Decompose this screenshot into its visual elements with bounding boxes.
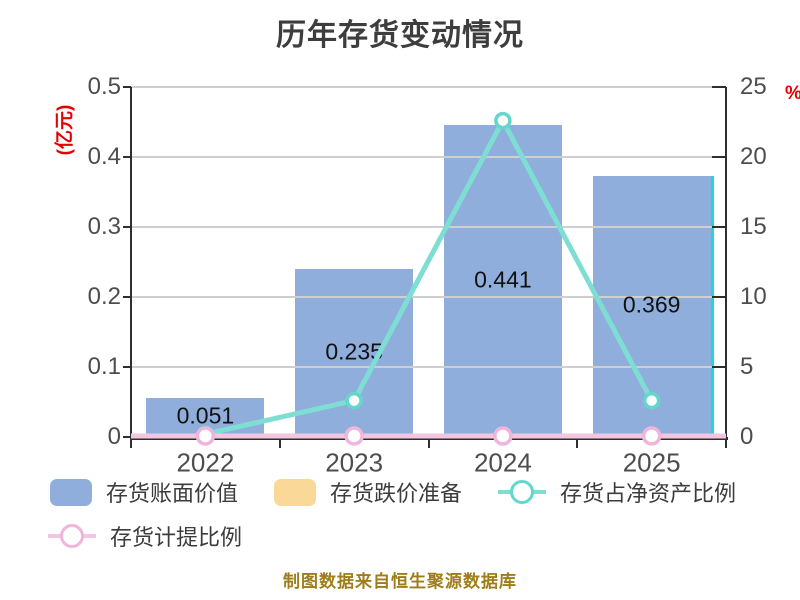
gridline [131,156,726,158]
left-axis-tick-label: 0.5 [87,73,121,100]
legend-label: 存货账面价值 [106,481,239,506]
left-axis-tick-label: 0.4 [87,143,121,170]
right-axis-tick-label: 20 [740,143,767,170]
right-axis-tick-label: 10 [740,283,767,310]
left-axis-tick-label: 0.1 [87,353,121,380]
gridline [131,226,726,228]
plot-area: 0.051 0.235 0.441 0.369 [130,86,728,446]
x-axis-label-2022: 2022 [176,447,235,478]
legend-item-inventory-accrual-ratio[interactable]: 存货计提比例 [48,520,242,552]
x-axis-tick [725,440,727,448]
left-axis-line [130,87,132,440]
legend-label: 存货计提比例 [110,525,243,550]
bar-value-label: 0.369 [622,291,681,318]
bar-swatch-icon [274,478,316,506]
right-axis-tick [712,156,726,158]
line-marker-icon [48,522,96,550]
chart-title: 历年存货变动情况 [276,19,524,52]
line-marker-icon [498,478,546,506]
left-axis-tick [123,296,131,298]
right-axis-tick-label: 0 [740,423,754,450]
right-axis-tick-label: 15 [740,213,767,240]
accrual-point-2024[interactable] [493,426,513,446]
ratio-line [204,115,654,437]
x-axis-label-2023: 2023 [325,447,384,478]
right-axis-unit-label: % [785,83,800,105]
left-axis-tick [123,86,131,88]
legend-label: 存货跌价准备 [330,481,463,506]
x-axis-tick [130,440,132,448]
left-axis-tick [123,366,131,368]
ratio-point-2023[interactable] [345,391,363,410]
right-axis-tick [712,226,726,228]
line-series-layer [131,111,726,446]
left-axis-tick-label: 0.3 [87,213,121,240]
bar-2025[interactable] [592,176,714,434]
ratio-point-2025[interactable] [642,391,661,410]
gridline [131,296,726,298]
bar-swatch-icon [50,478,92,506]
right-axis-tick-label: 5 [740,353,754,380]
gridline [131,366,726,368]
data-source-note: 制图数据来自恒生聚源数据库 [283,572,517,591]
ratio-point-2024[interactable] [494,111,512,130]
x-axis-tick [576,440,579,448]
left-axis-tick-label: 0.2 [87,283,121,310]
x-axis-tick [278,440,281,448]
accrual-point-2022[interactable] [195,426,216,446]
left-axis-tick [123,226,131,228]
legend-item-inventory-to-net-assets-ratio[interactable]: 存货占净资产比例 [498,476,736,508]
bar-2024[interactable] [443,125,562,434]
left-axis-tick-label: 0 [107,423,121,450]
bar-value-label: 0.051 [176,402,235,429]
x-axis-label-2024: 2024 [473,447,532,478]
legend-label: 存货占净资产比例 [560,481,737,506]
right-axis-line [725,87,727,440]
legend-item-inventory-depreciation-reserve[interactable]: 存货跌价准备 [274,476,462,508]
bar-value-label: 0.441 [474,266,532,293]
left-axis-tick [123,436,131,438]
right-axis-tick [712,366,726,368]
x-axis-label-2025: 2025 [622,447,681,478]
legend-item-inventory-book-value[interactable]: 存货账面价值 [50,476,238,508]
accrual-point-2023[interactable] [344,426,364,446]
gridline [131,86,726,88]
right-axis-tick-label: 25 [740,73,767,100]
right-axis-tick [712,86,726,88]
accrual-point-2025[interactable] [641,426,662,446]
left-axis-tick [123,156,131,158]
right-axis-tick [712,296,726,298]
x-axis-tick [427,440,430,448]
